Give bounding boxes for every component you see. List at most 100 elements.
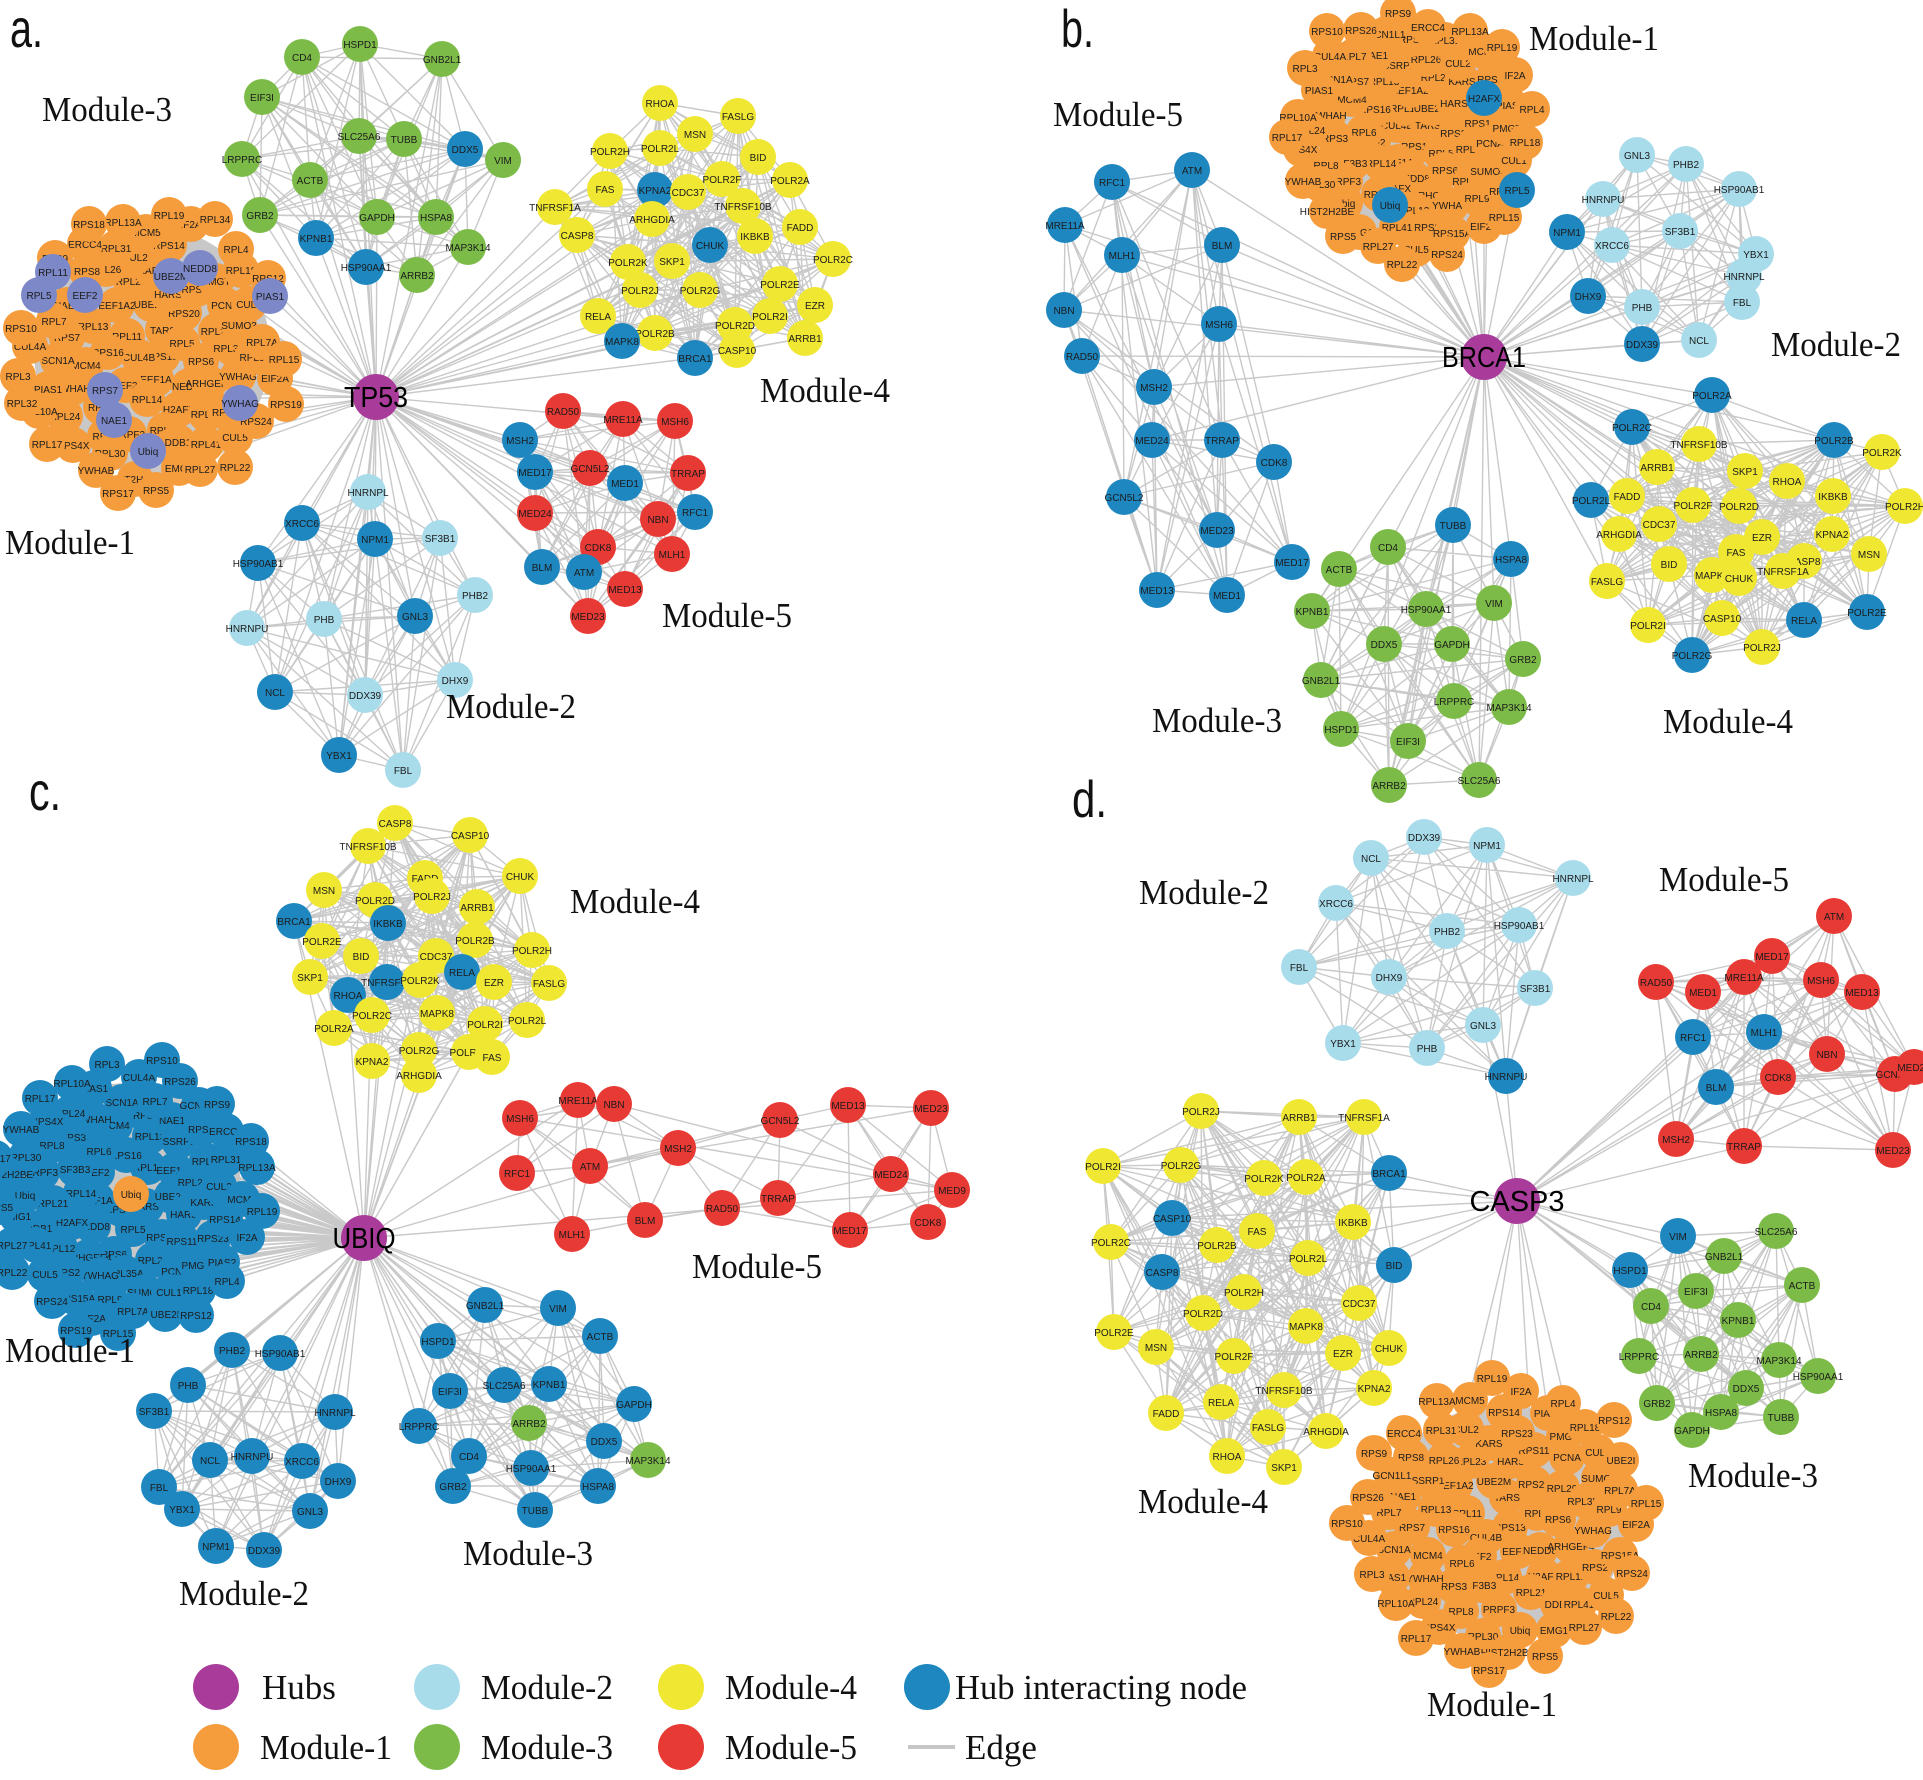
- svg-text:ARRB1: ARRB1: [1282, 1113, 1316, 1124]
- svg-text:RPS18: RPS18: [73, 220, 105, 231]
- svg-text:HARS: HARS: [1440, 99, 1468, 110]
- svg-text:GNL3: GNL3: [1624, 151, 1651, 162]
- svg-text:RPL13A: RPL13A: [238, 1163, 276, 1174]
- svg-text:GNL3: GNL3: [297, 1507, 324, 1518]
- svg-text:MED23: MED23: [1200, 526, 1234, 537]
- svg-text:RPL13: RPL13: [1421, 1505, 1452, 1516]
- svg-text:MAPK8: MAPK8: [1289, 1322, 1323, 1333]
- svg-text:RPL13A: RPL13A: [1451, 27, 1489, 38]
- svg-text:SKP1: SKP1: [297, 973, 323, 984]
- svg-text:HSPA8: HSPA8: [1495, 555, 1527, 566]
- svg-text:RPS6: RPS6: [1432, 166, 1459, 177]
- svg-text:RELA: RELA: [585, 312, 611, 323]
- svg-text:RPL10A: RPL10A: [1377, 1599, 1415, 1610]
- svg-text:RPL24: RPL24: [1408, 1597, 1439, 1608]
- svg-text:RPS24: RPS24: [1431, 250, 1463, 261]
- svg-text:RELA: RELA: [449, 968, 475, 979]
- svg-text:HSP90AA1: HSP90AA1: [1793, 1372, 1844, 1383]
- svg-text:YWHAB: YWHAB: [3, 1125, 40, 1136]
- svg-text:RPL5: RPL5: [26, 291, 51, 302]
- svg-text:c.: c.: [29, 762, 61, 822]
- svg-text:TNFRSF10B: TNFRSF10B: [339, 842, 397, 853]
- svg-text:NPM1: NPM1: [361, 535, 389, 546]
- svg-text:RELA: RELA: [1791, 616, 1817, 627]
- svg-text:BRCA1: BRCA1: [1372, 1169, 1406, 1180]
- svg-text:CHUK: CHUK: [1725, 574, 1754, 585]
- svg-text:MAPK8: MAPK8: [605, 337, 639, 348]
- svg-text:YWHAH: YWHAH: [74, 1115, 111, 1126]
- svg-text:RPL17: RPL17: [1272, 133, 1303, 144]
- svg-text:GCN5L2: GCN5L2: [1876, 1070, 1915, 1081]
- svg-text:H2AFX: H2AFX: [56, 1218, 89, 1229]
- svg-text:RFC1: RFC1: [1099, 178, 1126, 189]
- svg-text:RPL15: RPL15: [103, 1329, 134, 1340]
- svg-text:PMGT: PMGT: [1493, 124, 1522, 135]
- svg-text:HARS: HARS: [154, 290, 182, 301]
- svg-text:BID: BID: [353, 952, 370, 963]
- svg-text:RPL30: RPL30: [1468, 1632, 1499, 1643]
- svg-text:MED17: MED17: [1275, 558, 1309, 569]
- svg-text:ARRB2: ARRB2: [1684, 1350, 1718, 1361]
- svg-text:HSP90AA1: HSP90AA1: [1401, 605, 1452, 616]
- svg-text:POLR2A: POLR2A: [1286, 1173, 1326, 1184]
- svg-text:FAS: FAS: [483, 1053, 502, 1064]
- svg-text:SLC25A6: SLC25A6: [1458, 776, 1501, 787]
- svg-text:FASLG: FASLG: [1252, 1423, 1284, 1434]
- svg-text:HSPD1: HSPD1: [421, 1337, 455, 1348]
- svg-text:MAP3K14: MAP3K14: [625, 1456, 670, 1467]
- svg-text:VIM: VIM: [1485, 599, 1503, 610]
- svg-text:IF2A: IF2A: [180, 220, 201, 231]
- svg-text:RPL15: RPL15: [269, 355, 300, 366]
- svg-text:YWHAH: YWHAH: [1309, 111, 1346, 122]
- svg-text:POLR2L: POLR2L: [1572, 496, 1611, 507]
- svg-text:DHX9: DHX9: [442, 676, 469, 687]
- svg-text:GNL3: GNL3: [402, 612, 429, 623]
- svg-text:MED1: MED1: [611, 479, 639, 490]
- svg-text:RPL26: RPL26: [1429, 1456, 1460, 1467]
- svg-text:RPS20: RPS20: [168, 309, 200, 320]
- svg-text:RHOA: RHOA: [646, 99, 675, 110]
- svg-text:RPS7: RPS7: [1399, 1523, 1426, 1534]
- svg-text:PIAS1: PIAS1: [80, 1084, 109, 1095]
- svg-text:MRE11A: MRE11A: [558, 1096, 598, 1107]
- svg-text:RPL22: RPL22: [220, 463, 251, 474]
- svg-text:GNB2L1: GNB2L1: [1302, 676, 1341, 687]
- svg-text:YWHAB: YWHAB: [1285, 177, 1322, 188]
- svg-text:SCN1A: SCN1A: [1377, 1545, 1411, 1556]
- svg-text:RPL10A: RPL10A: [20, 407, 58, 418]
- svg-text:HSPD1: HSPD1: [1324, 725, 1358, 736]
- svg-text:Ubiq: Ubiq: [1335, 199, 1356, 210]
- svg-text:RPL3: RPL3: [1359, 1570, 1384, 1581]
- svg-text:MED17: MED17: [833, 1226, 867, 1237]
- svg-text:BID: BID: [1386, 1261, 1403, 1272]
- svg-text:RPL5: RPL5: [1504, 186, 1529, 197]
- svg-text:Module-3: Module-3: [463, 1534, 593, 1573]
- svg-text:RPS3: RPS3: [60, 1133, 87, 1144]
- svg-text:KPNA2: KPNA2: [1816, 530, 1849, 541]
- svg-text:CASP8: CASP8: [561, 231, 594, 242]
- svg-text:RPL23: RPL23: [1456, 1457, 1487, 1468]
- svg-text:RPS2: RPS2: [1582, 1563, 1609, 1574]
- svg-text:CDK8: CDK8: [915, 1218, 942, 1229]
- svg-text:EEF1A: EEF1A: [1502, 1547, 1534, 1558]
- svg-text:CUL4A: CUL4A: [123, 1073, 156, 1084]
- svg-text:GCN5L2: GCN5L2: [761, 1116, 800, 1127]
- svg-text:BLM: BLM: [635, 1216, 656, 1227]
- svg-text:PMGT: PMGT: [202, 277, 231, 288]
- svg-text:HNRNPL: HNRNPL: [314, 1408, 356, 1419]
- svg-text:GRB2: GRB2: [439, 1482, 467, 1493]
- svg-text:CD4: CD4: [292, 53, 312, 64]
- svg-text:EIF3I: EIF3I: [250, 93, 274, 104]
- svg-text:PHB2: PHB2: [219, 1346, 246, 1357]
- svg-text:CUL2: CUL2: [122, 253, 148, 264]
- svg-text:CDC37: CDC37: [1643, 520, 1676, 531]
- svg-text:YWHAG: YWHAG: [221, 399, 259, 410]
- svg-text:POLR2L: POLR2L: [508, 1016, 547, 1027]
- svg-text:POLR2K: POLR2K: [1244, 1174, 1284, 1185]
- svg-text:MCM4: MCM4: [100, 1121, 130, 1132]
- svg-text:RPL3: RPL3: [94, 1060, 119, 1071]
- svg-text:Module-4: Module-4: [725, 1668, 857, 1707]
- svg-text:RHOA: RHOA: [1773, 477, 1802, 488]
- svg-text:VIM: VIM: [494, 156, 512, 167]
- svg-text:RPS9: RPS9: [204, 1100, 231, 1111]
